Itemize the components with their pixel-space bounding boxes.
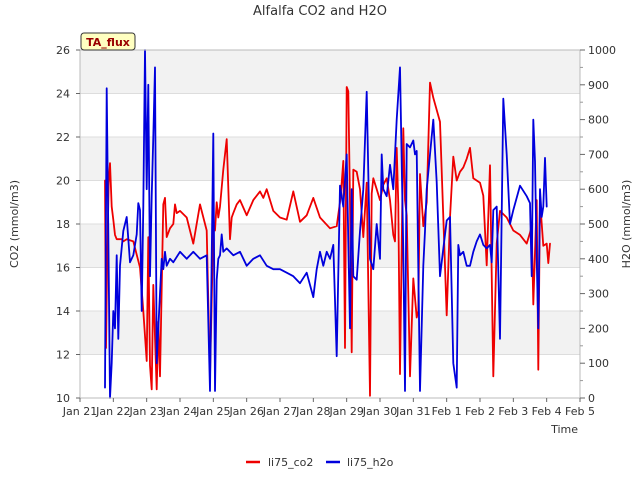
y-tick-label: 16: [56, 262, 70, 275]
y-tick-label: 14: [56, 305, 70, 318]
y-axis-left: 10 12 14 16 18 20 22 24 26: [56, 44, 80, 405]
series-layer: [104, 49, 551, 399]
x-tick-label: Jan 30: [362, 405, 397, 418]
background-band: [80, 137, 580, 181]
y2-tick-label: 300: [588, 288, 609, 301]
x-tick-label: Feb 4: [532, 405, 562, 418]
x-tick-label: Feb 1: [432, 405, 462, 418]
y-tick-label: 12: [56, 349, 70, 362]
background-band: [80, 311, 580, 355]
y2-tick-label: 500: [588, 218, 609, 231]
x-tick-label: Jan 27: [262, 405, 297, 418]
x-tick-label: Jan 21: [62, 405, 97, 418]
x-tick-label: Jan 22: [95, 405, 130, 418]
y-tick-label: 26: [56, 44, 70, 57]
y-axis-label: CO2 (mmol/m3): [8, 180, 21, 268]
y2-tick-label: 200: [588, 322, 609, 335]
y-tick-label: 10: [56, 392, 70, 405]
background-band: [80, 224, 580, 268]
x-tick-label: Jan 24: [162, 405, 197, 418]
y-tick-label: 22: [56, 131, 70, 144]
y-tick-label: 18: [56, 218, 70, 231]
x-tick-label: Jan 23: [128, 405, 163, 418]
y2-axis-label: H2O (mmol/m3): [620, 180, 633, 269]
y2-tick-label: 100: [588, 357, 609, 370]
x-tick-label: Feb 5: [565, 405, 595, 418]
legend-label-h2o: li75_h2o: [347, 456, 394, 469]
y-tick-label: 20: [56, 175, 70, 188]
x-tick-label: Jan 25: [195, 405, 230, 418]
y-axis-right: 0 100 200 300 400 500 600 700 800 900 1000: [580, 44, 616, 405]
y2-tick-label: 400: [588, 253, 609, 266]
x-tick-label: Jan 29: [328, 405, 363, 418]
y2-tick-label: 600: [588, 183, 609, 196]
y2-tick-label: 900: [588, 79, 609, 92]
x-tick-label: Jan 26: [228, 405, 263, 418]
x-tick-label: Jan 31: [395, 405, 430, 418]
ta-flux-badge-label: TA_flux: [86, 36, 130, 49]
legend: li75_co2 li75_h2o: [246, 456, 394, 469]
y2-tick-label: 0: [588, 392, 595, 405]
x-axis-label: Time: [550, 423, 578, 436]
series-line-li75_h2o: [104, 49, 548, 399]
chart-title: Alfalfa CO2 and H2O: [253, 4, 387, 19]
y2-tick-label: 700: [588, 148, 609, 161]
y2-tick-label: 1000: [588, 44, 616, 57]
y-tick-label: 24: [56, 88, 70, 101]
x-tick-label: Jan 28: [295, 405, 330, 418]
y2-tick-label: 800: [588, 114, 609, 127]
ta-flux-badge: TA_flux: [80, 32, 136, 51]
background-band: [80, 50, 580, 94]
legend-label-co2: li75_co2: [268, 456, 313, 469]
series-line-li75_co2: [104, 81, 551, 397]
x-tick-label: Feb 3: [498, 405, 528, 418]
x-tick-label: Feb 2: [465, 405, 495, 418]
